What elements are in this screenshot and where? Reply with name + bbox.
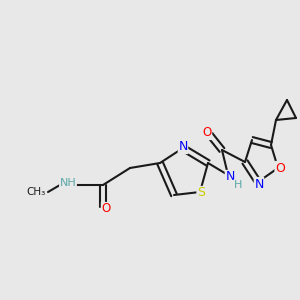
- Text: N: N: [178, 140, 188, 154]
- Text: CH₃: CH₃: [26, 187, 46, 197]
- Text: O: O: [202, 127, 211, 140]
- Text: O: O: [275, 161, 285, 175]
- Text: N: N: [225, 170, 235, 184]
- Text: NH: NH: [60, 178, 76, 188]
- Text: N: N: [254, 178, 264, 190]
- Text: S: S: [197, 187, 205, 200]
- Text: H: H: [234, 180, 242, 190]
- Text: O: O: [101, 202, 111, 215]
